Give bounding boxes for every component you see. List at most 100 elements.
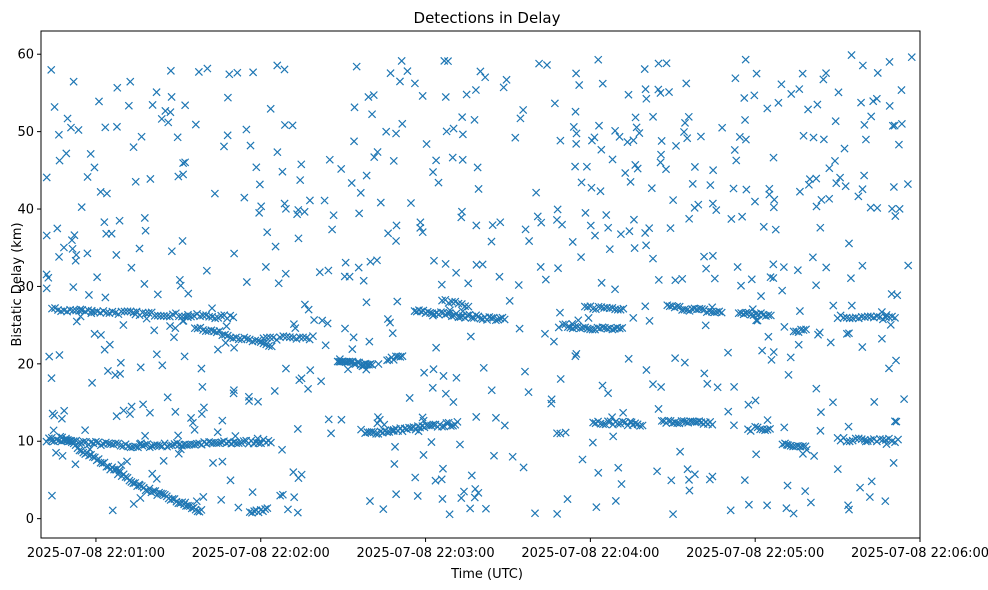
data-point [289,468,298,477]
data-point [283,505,292,514]
data-point [93,273,102,282]
data-point [221,330,230,339]
data-point [173,133,182,142]
data-point [253,434,262,443]
data-point [47,304,57,313]
data-point [434,178,443,187]
data-point [587,183,596,192]
data-point [452,268,461,277]
data-point [685,486,694,495]
data-point [86,149,95,158]
data-point [452,373,461,382]
data-point [420,368,429,377]
data-point [69,306,78,315]
data-point [825,194,834,203]
data-point [100,345,109,354]
data-point [806,498,815,507]
data-point [598,420,608,429]
data-point [472,311,481,320]
data-point [858,185,867,194]
data-point [619,304,628,313]
data-point [846,274,855,283]
data-point [138,441,147,450]
data-point [625,227,634,236]
data-point [656,158,665,167]
data-point [162,312,171,321]
data-point [366,257,375,266]
data-point [594,121,604,130]
data-point [240,193,249,202]
data-point [708,199,717,208]
data-point [459,487,468,496]
data-point [215,326,224,336]
data-point [654,404,663,413]
data-point [150,311,159,320]
data-point [472,260,481,269]
data-point [136,363,145,372]
data-point [428,383,437,392]
data-point [441,259,450,268]
data-point [267,342,276,351]
data-point [857,98,866,107]
data-point [372,256,382,265]
data-point [166,108,175,117]
data-point [848,314,857,323]
data-point [700,369,709,378]
data-point [389,427,398,436]
data-point [199,492,208,501]
data-point [414,427,423,436]
data-point [708,303,717,312]
data-point [502,75,511,84]
data-point [705,307,714,316]
data-point [769,153,778,162]
data-point [830,156,840,165]
data-point [552,429,562,438]
data-point [295,333,304,342]
data-point [890,417,899,426]
data-point [58,451,67,460]
data-point [779,263,788,272]
data-point [386,69,395,78]
data-point [324,266,333,275]
data-point [750,91,759,100]
data-point [443,309,452,318]
data-point [392,221,401,230]
data-point [765,424,775,433]
data-point [563,323,572,332]
data-point [886,320,895,329]
data-point [359,276,368,285]
data-point [661,165,671,174]
data-point [642,94,651,103]
data-point [77,203,86,212]
data-point [900,395,909,404]
data-point [365,337,374,346]
data-point [594,55,603,64]
data-point [673,419,682,428]
data-point [877,308,886,317]
data-point [856,483,865,492]
data-point [828,398,837,407]
data-point [487,314,496,323]
data-point [671,354,680,363]
data-point [47,65,56,74]
data-point [629,215,638,224]
data-point [525,237,534,246]
data-point [94,97,104,106]
data-point [266,438,275,447]
data-point [890,313,900,322]
data-point [365,497,374,506]
data-point [678,274,687,283]
data-point [816,408,825,417]
data-point [382,127,391,136]
data-point [242,278,251,287]
data-point [615,132,624,141]
data-point [778,440,787,449]
data-point [794,340,803,349]
data-point [70,231,79,240]
data-point [642,365,651,375]
data-point [418,228,427,237]
data-point [437,475,446,484]
data-point [66,123,76,132]
data-point [472,412,481,421]
data-point [198,382,207,391]
